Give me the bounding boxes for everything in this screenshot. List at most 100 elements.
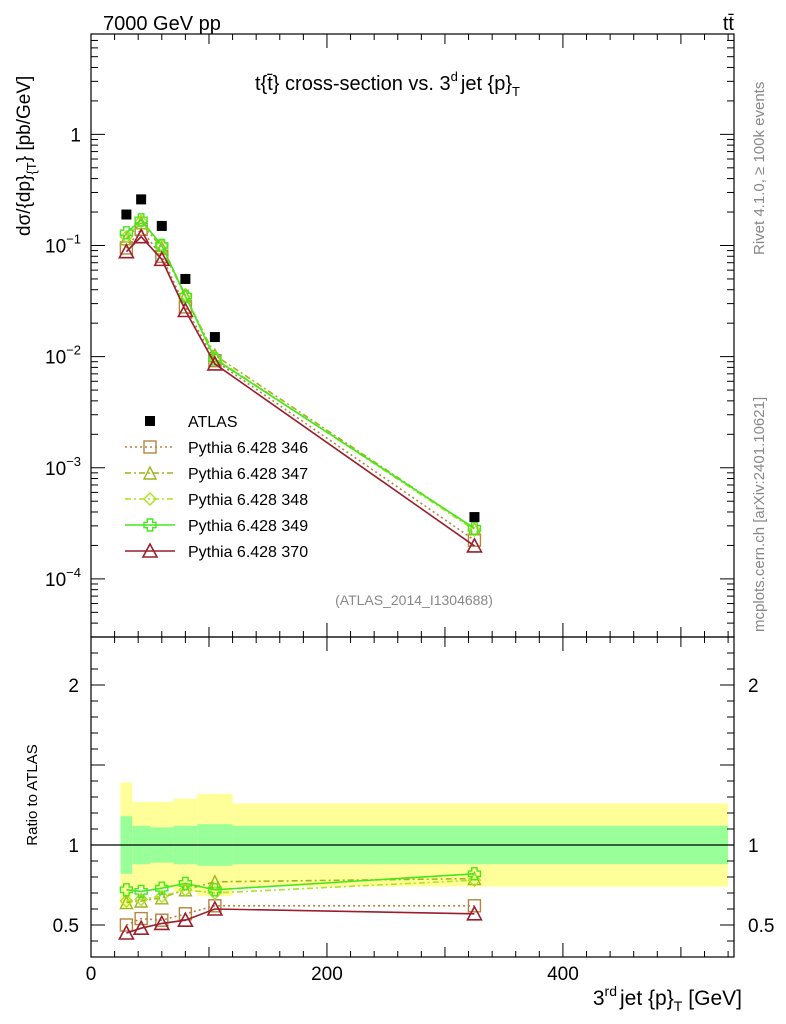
y-tick-base: 10 xyxy=(45,348,66,369)
series-point xyxy=(177,301,194,318)
x-tick-label: 200 xyxy=(311,964,343,985)
y-tick-exponent: −3 xyxy=(66,454,81,469)
ratio-tick-label-left: 0.5 xyxy=(53,916,79,937)
series-point xyxy=(466,537,483,553)
ratio-point xyxy=(155,913,169,927)
series-point xyxy=(467,521,482,536)
series-point xyxy=(119,226,134,240)
header-right-label: tt̄ xyxy=(723,13,735,35)
legend-marker xyxy=(143,492,157,506)
ratio-point xyxy=(119,918,134,932)
ratio-point xyxy=(134,893,149,908)
data-point xyxy=(121,209,132,220)
xlabel-mid: jet {p} xyxy=(619,987,674,1010)
series-point xyxy=(119,229,134,244)
ylabel-end: } [pb/GeV] xyxy=(14,76,35,163)
legend-marker xyxy=(142,465,158,480)
series-line xyxy=(125,227,475,541)
main-y-axis-ticks: 110−110−210−310−4 xyxy=(45,33,734,638)
main-series-group xyxy=(118,194,483,553)
data-point xyxy=(136,194,147,205)
data-point xyxy=(469,512,480,523)
xlabel-sub: T xyxy=(674,998,683,1014)
title-sub: T xyxy=(512,84,520,99)
xlabel-sup: rd xyxy=(605,983,617,999)
chart-title: t{t̄} cross-section vs. 3d jet {p}T xyxy=(255,69,520,99)
y-tick-exponent: −4 xyxy=(66,565,81,580)
series-point xyxy=(134,213,148,227)
y-tick-base: 10 xyxy=(45,570,66,591)
ylabel-sub: {T xyxy=(24,162,39,174)
ratio-point xyxy=(206,900,224,916)
analysis-tag: (ATLAS_2014_I1304688) xyxy=(335,592,493,608)
y-tick-label: 10−2 xyxy=(45,343,81,369)
y-tick-label: 10−1 xyxy=(45,231,81,257)
x-tick-label: 400 xyxy=(547,964,579,985)
ratio-point xyxy=(467,873,482,888)
ratio-series-group xyxy=(118,867,483,940)
rivet-version-label: Rivet 4.1.0, ≥ 100k events xyxy=(751,82,768,255)
legend: ATLAS Pythia 6.428 346 Pythia 6.428 347 Pyt… xyxy=(125,414,308,561)
ratio-tick-label-right: 1 xyxy=(748,836,759,857)
ratio-point xyxy=(134,884,148,899)
y-tick-exponent: −2 xyxy=(66,343,81,358)
legend-label: Pythia 6.428 348 xyxy=(188,492,308,509)
x-axis-ticks: 0 200 400 xyxy=(86,34,729,985)
series-point xyxy=(206,355,224,371)
ratio-point xyxy=(467,867,482,881)
series-point xyxy=(467,523,482,538)
y-tick-base: 10 xyxy=(45,459,66,480)
series-point xyxy=(134,214,149,229)
ratio-point xyxy=(119,883,134,897)
legend-marker xyxy=(145,416,155,426)
ratio-series-line xyxy=(126,873,475,893)
ratio-point xyxy=(154,889,169,904)
ratio-point xyxy=(134,892,149,907)
legend-marker xyxy=(143,440,157,454)
ratio-point xyxy=(208,883,222,897)
header-left-label: 7000 GeV pp xyxy=(103,13,221,35)
xlabel-end: [GeV] xyxy=(688,987,742,1010)
ratio-series-line xyxy=(126,908,475,934)
xlabel-main: 3 xyxy=(593,987,605,1010)
ratio-tick-label-right: 2 xyxy=(748,676,759,697)
ratio-point xyxy=(134,911,148,926)
series-line xyxy=(125,235,475,547)
ratio-point xyxy=(119,895,134,910)
x-tick-label: 0 xyxy=(86,964,97,985)
ratio-series-line xyxy=(126,904,475,926)
series-point xyxy=(153,250,171,267)
data-point xyxy=(156,220,167,231)
y-tick-label: 10−3 xyxy=(45,454,81,480)
series-point xyxy=(118,242,135,259)
y-tick-exponent: −1 xyxy=(66,231,81,246)
series-point xyxy=(178,289,193,303)
ratio-series-line xyxy=(126,879,475,902)
ratio-y-axis-label: Ratio to ATLAS xyxy=(24,744,41,845)
y-tick-label: 10−4 xyxy=(45,565,81,591)
legend-label: Pythia 6.428 347 xyxy=(188,466,308,483)
ratio-point xyxy=(466,905,483,921)
series-point xyxy=(132,228,150,244)
ratio-point xyxy=(177,911,194,928)
ratio-y-axis-ticks: 0.5 0.5 1 1 2 2 xyxy=(53,636,774,958)
series-point xyxy=(155,238,169,253)
ratio-point xyxy=(154,890,169,905)
ratio-point xyxy=(119,894,134,908)
ratio-tick-label-right: 0.5 xyxy=(748,916,774,937)
legend-marker xyxy=(143,518,157,532)
ratio-point xyxy=(155,881,169,895)
title-sup: d xyxy=(451,69,458,84)
ratio-point xyxy=(118,924,135,940)
ratio-tick-label-left: 1 xyxy=(68,836,79,857)
ratio-point xyxy=(467,899,482,913)
y-tick-label: 1 xyxy=(70,125,81,146)
legend-label: Pythia 6.428 346 xyxy=(188,440,308,457)
ratio-plot-frame xyxy=(90,636,735,958)
ratio-tick-label-left: 2 xyxy=(68,676,79,697)
mcplots-label: mcplots.cern.ch [arXiv:2401.10621] xyxy=(751,397,768,632)
title-main: t{t̄} cross-section vs. 3 xyxy=(255,73,451,95)
main-y-axis-label: dσ/{dp}{T} [pb/GeV] xyxy=(14,76,39,236)
legend-label: Pythia 6.428 349 xyxy=(188,518,308,535)
